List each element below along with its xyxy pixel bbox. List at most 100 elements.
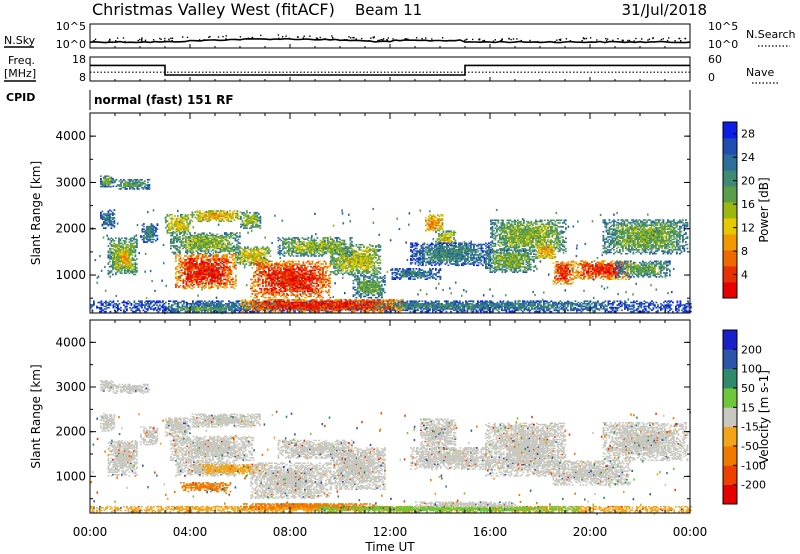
data-cell <box>187 229 190 232</box>
noise-search-dot <box>346 39 348 41</box>
data-cell <box>263 269 266 272</box>
data-cell <box>334 273 337 276</box>
data-cell <box>230 278 233 281</box>
data-cell <box>269 250 272 252</box>
data-cell <box>304 283 306 286</box>
data-cell <box>320 287 323 290</box>
data-cell <box>242 260 245 263</box>
data-cell <box>336 259 338 262</box>
data-cell <box>317 285 320 287</box>
data-cell <box>218 217 221 220</box>
data-cell <box>215 268 218 270</box>
data-cell <box>287 260 290 263</box>
data-cell <box>115 255 117 258</box>
noise-sky-label: N.Sky <box>4 34 36 47</box>
data-cell <box>225 246 228 248</box>
data-cell <box>201 237 204 239</box>
data-cell <box>284 278 287 281</box>
data-cell <box>358 269 361 272</box>
data-cell <box>328 294 330 296</box>
data-cell <box>198 233 201 236</box>
data-cell <box>147 240 150 242</box>
data-cell <box>168 232 170 234</box>
data-cell <box>125 256 127 258</box>
data-cell <box>296 289 299 291</box>
data-cell <box>333 272 335 274</box>
data-cell <box>250 247 252 250</box>
data-cell <box>215 279 218 282</box>
noise-search-dot <box>355 38 357 40</box>
data-cell <box>171 241 174 243</box>
data-cell <box>112 240 114 242</box>
data-cell <box>382 287 385 290</box>
noise-search-dot <box>606 38 609 40</box>
data-cell <box>244 221 247 223</box>
data-cell <box>103 222 105 224</box>
data-cell <box>277 277 279 279</box>
data-cell <box>239 250 241 252</box>
data-cell <box>209 270 212 273</box>
data-cell <box>107 180 110 183</box>
data-cell <box>295 286 297 289</box>
data-cell <box>112 218 114 220</box>
data-cell <box>199 216 201 219</box>
data-cell <box>320 280 323 282</box>
data-cell <box>302 293 305 295</box>
data-cell <box>197 234 199 237</box>
data-cell <box>227 274 230 277</box>
data-cell <box>196 274 198 277</box>
data-cell <box>200 219 203 221</box>
data-cell <box>115 266 117 268</box>
data-cell <box>260 264 263 267</box>
data-cell <box>233 233 235 236</box>
data-cell <box>200 266 203 269</box>
data-cell <box>251 254 254 256</box>
data-cell <box>181 272 183 274</box>
data-cell <box>260 254 263 256</box>
data-cell <box>250 224 253 227</box>
data-cell <box>219 249 222 251</box>
data-cell <box>311 278 314 281</box>
data-cell <box>213 239 216 242</box>
data-cell <box>289 272 291 274</box>
data-cell <box>238 217 240 220</box>
data-cell <box>208 212 210 215</box>
nave-right-tick-top: 60 <box>708 53 722 66</box>
data-cell <box>232 211 234 213</box>
data-cell <box>223 260 225 262</box>
data-cell <box>182 278 185 281</box>
data-cell <box>279 247 281 249</box>
data-cell <box>194 245 196 247</box>
data-cell <box>361 254 364 256</box>
data-cell <box>352 258 355 260</box>
data-cell <box>257 263 260 265</box>
data-cell <box>340 243 343 246</box>
data-cell <box>247 214 250 217</box>
data-cell <box>322 267 324 269</box>
data-cell <box>234 249 237 251</box>
data-cell <box>183 232 185 234</box>
noise-search-dot <box>605 37 607 40</box>
data-cell <box>128 256 130 258</box>
data-cell <box>103 183 105 185</box>
data-cell <box>110 223 113 226</box>
data-cell <box>140 234 142 237</box>
data-cell <box>357 255 359 258</box>
data-cell <box>194 234 196 237</box>
data-cell <box>301 269 303 272</box>
data-cell <box>259 274 261 277</box>
data-cell <box>259 265 261 268</box>
data-cell <box>110 240 113 242</box>
data-cell <box>198 249 201 251</box>
data-cell <box>211 215 213 217</box>
data-cell <box>339 267 341 269</box>
data-cell <box>272 296 275 299</box>
data-cell <box>277 280 279 282</box>
noise-search-dot <box>336 38 339 41</box>
data-cell <box>129 264 132 266</box>
data-cell <box>132 182 134 185</box>
data-cell <box>100 179 102 181</box>
data-cell <box>284 264 287 267</box>
data-cell <box>260 259 263 261</box>
data-cell <box>221 259 224 261</box>
